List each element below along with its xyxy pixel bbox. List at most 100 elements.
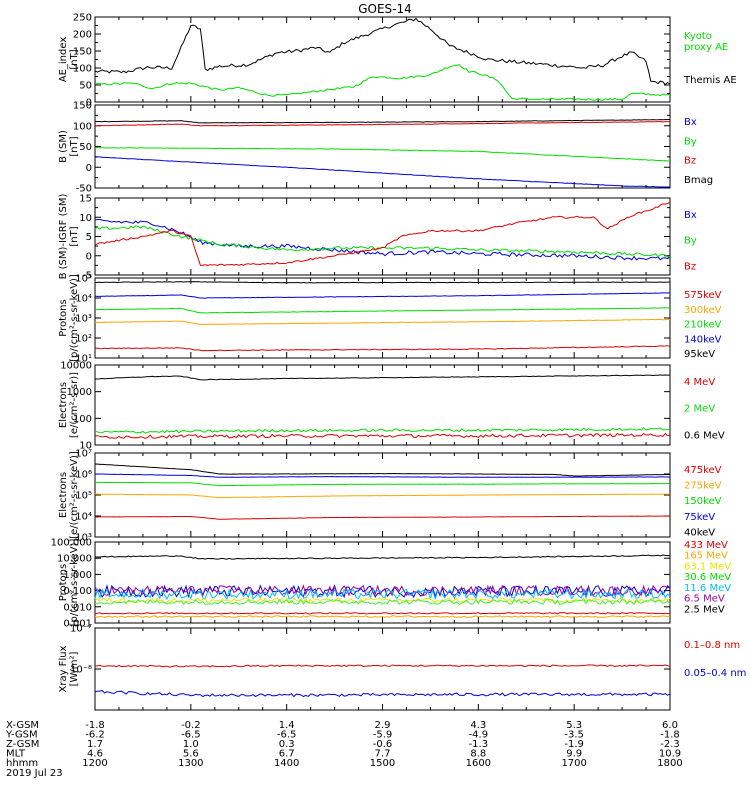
- y-tick-label: 10⁵: [75, 491, 92, 502]
- y-tick-label: 0.001: [63, 619, 92, 630]
- x-row-label: hhmm: [6, 758, 38, 769]
- legend-entry: 4 MeV: [684, 377, 715, 388]
- series-line-green: [94, 307, 670, 314]
- y-tick-label: 150: [73, 47, 92, 58]
- legend-entry: Bz: [684, 156, 696, 167]
- y-tick-label: 10: [79, 213, 92, 224]
- x-row-value: 7.7: [375, 749, 391, 760]
- y-axis-label: [nT]: [69, 226, 80, 246]
- series-line-blue: [94, 473, 671, 478]
- x-row-value: 10.9: [659, 749, 681, 760]
- x-row-value: -5.9: [373, 730, 393, 741]
- x-row-value: -6.5: [277, 730, 297, 741]
- legend-entry: Bmag: [684, 175, 713, 186]
- legend-entry: By: [684, 236, 697, 247]
- legend-entry: 63.1 MeV: [684, 561, 731, 572]
- series-line-black: [94, 119, 670, 124]
- series-line-cyan: [94, 587, 671, 601]
- series-line-red: [94, 345, 671, 352]
- legend-entry: By: [684, 136, 697, 147]
- x-row-value: 5.3: [566, 720, 582, 731]
- legend-entry: Themis AE: [683, 75, 737, 86]
- y-tick-label: 250: [73, 13, 92, 24]
- legend-entry: Kyoto: [684, 31, 712, 42]
- y-tick-label: -5: [82, 271, 92, 282]
- series-line-yellow: [94, 597, 671, 604]
- y-tick-label: 0.010: [63, 602, 92, 613]
- legend-entry: Bx: [684, 210, 697, 221]
- legend-entry: 0.6 MeV: [684, 430, 725, 441]
- legend-entry: 275keV: [684, 481, 722, 492]
- legend-entry: proxy AE: [684, 42, 728, 53]
- x-row-value: -1.9: [564, 739, 584, 750]
- series-line-green: [94, 427, 671, 434]
- y-axis-label: B (SM)-IGRF (SM): [58, 194, 69, 280]
- y-tick-label: -50: [76, 184, 92, 195]
- x-row-value: -4.9: [469, 730, 489, 741]
- series-line-green: [94, 64, 671, 101]
- date-label: 2019 Jul 23: [6, 768, 63, 779]
- legend-entry: 575keV: [684, 290, 722, 301]
- x-row-value: -6.2: [85, 730, 105, 741]
- x-row-value: -3.5: [564, 730, 584, 741]
- x-row-value: 2.9: [375, 720, 391, 731]
- x-row-value: 5.6: [183, 749, 199, 760]
- y-tick-label: 10: [79, 441, 92, 452]
- legend-entry: 2.5 MeV: [684, 604, 725, 615]
- y-tick-label: 10⁴: [75, 512, 92, 523]
- legend-entry: 0.1–0.8 nm: [684, 640, 740, 651]
- y-axis-label: AE_index: [58, 37, 69, 83]
- x-row-value: -2.3: [660, 739, 680, 750]
- y-axis-label: Xray Flux: [58, 645, 69, 692]
- panel-frame: [94, 104, 671, 189]
- y-axis-label: Electrons: [58, 472, 69, 518]
- y-axis-label: [e/(cm²-s-sr)]: [69, 372, 80, 438]
- y-tick-label: 10⁻⁷: [70, 624, 92, 635]
- legend-entry: 75keV: [684, 512, 715, 523]
- series-line-green: [95, 481, 671, 487]
- legend-entry: 40keV: [684, 527, 715, 538]
- legend-entry: 11.6 MeV: [684, 583, 731, 594]
- x-row-value: 4.3: [470, 720, 486, 731]
- y-axis-label: [W/m²]: [69, 651, 80, 686]
- y-axis-label: [p/(cm²-s-sr-keV)]: [69, 539, 80, 627]
- x-row-label: Y-GSM: [5, 730, 38, 741]
- y-tick-label: 200: [73, 30, 92, 41]
- y-axis-label: [e/(cm²-s-sr-keV)]: [69, 451, 80, 539]
- series-line-green: [94, 147, 671, 162]
- legend-entry: 165 MeV: [684, 551, 728, 562]
- panel-frame: [94, 16, 671, 103]
- y-axis-label: Protons: [58, 299, 69, 336]
- y-tick-label: 10²: [75, 334, 92, 345]
- y-tick-label: 0: [86, 163, 92, 174]
- y-tick-label: 10000: [60, 361, 92, 372]
- x-row-value: 1.7: [87, 739, 103, 750]
- y-tick-label: 15: [79, 194, 92, 205]
- y-axis-label: Electrons: [58, 382, 69, 428]
- y-tick-label: 10⁻⁸: [70, 665, 92, 676]
- x-row-value: 6.7: [279, 749, 295, 760]
- x-row-value: -1.8: [660, 730, 680, 741]
- y-tick-label: 150: [73, 101, 92, 112]
- y-axis-label: B (SM): [58, 130, 69, 163]
- legend-entry: 95keV: [684, 349, 715, 360]
- panel-frame: [94, 197, 671, 276]
- y-axis-label: [p/(cm²-s-sr-keV)]: [69, 274, 80, 362]
- x-row-value: 1800: [657, 758, 682, 769]
- panel-frame: [94, 277, 671, 359]
- x-row-value: -1.3: [469, 739, 489, 750]
- y-tick-label: 100: [73, 64, 92, 75]
- legend-entry: 433 MeV: [684, 540, 728, 551]
- series-line-red: [94, 664, 671, 668]
- y-tick-label: 1.000: [63, 570, 92, 581]
- series-line-blue: [94, 156, 670, 188]
- x-row-value: 1300: [178, 758, 203, 769]
- x-row-value: -0.6: [373, 739, 393, 750]
- y-tick-label: 0: [86, 98, 92, 109]
- x-row-value: 0.3: [279, 739, 295, 750]
- y-tick-label: 10⁶: [75, 470, 92, 481]
- x-row-value: 1400: [274, 758, 299, 769]
- y-tick-label: 10³: [75, 314, 92, 325]
- legend-entry: 2 MeV: [684, 404, 715, 415]
- y-tick-label: 50: [79, 81, 92, 92]
